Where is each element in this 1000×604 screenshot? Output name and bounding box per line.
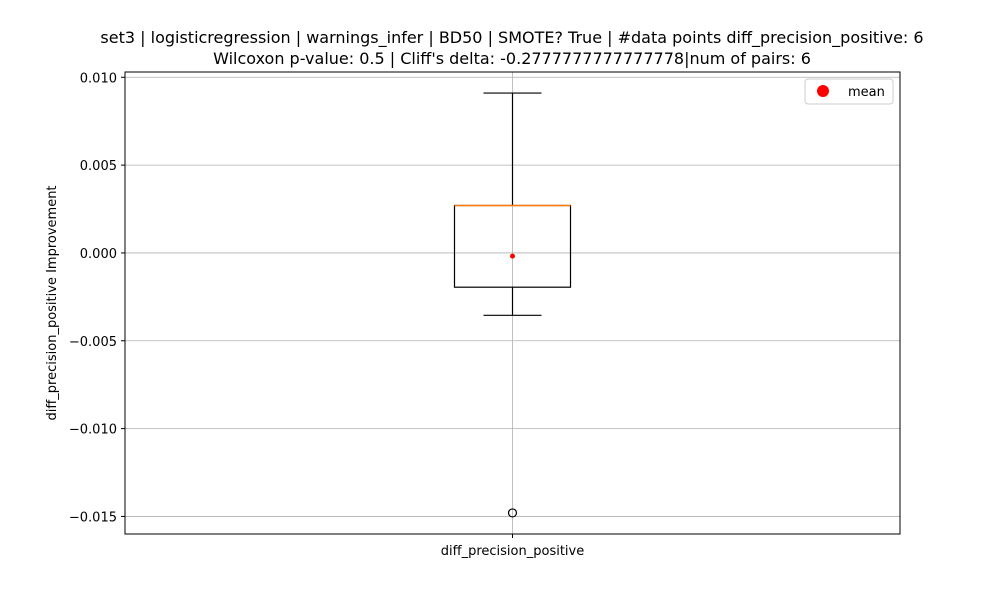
axis-layer: 0.010 0.005 0.000 −0.005 −0.010 −0.015 diff_pr… — [69, 71, 584, 559]
chart-title-line1: set3 | logisticregression | warnings_inf… — [100, 28, 923, 48]
y-tick-label: 0.000 — [80, 247, 117, 262]
outlier-point — [507, 508, 518, 518]
legend-mean-marker — [817, 85, 829, 97]
y-tick-label: −0.010 — [69, 423, 117, 438]
mean-marker — [510, 253, 515, 259]
plot-layer — [453, 92, 572, 518]
y-tick-label: −0.015 — [69, 510, 117, 525]
legend-mean-label: mean — [848, 85, 885, 100]
legend-frame — [804, 78, 894, 105]
x-tick-label: diff_precision_positive — [441, 544, 584, 559]
y-tick-label: 0.010 — [80, 71, 117, 86]
chart-title-line2: Wilcoxon p-value: 0.5 | Cliff's delta: -… — [213, 49, 811, 68]
legend: mean — [804, 78, 894, 105]
y-axis-label: diff_precision_positive Improvement — [45, 185, 60, 420]
y-tick-label: −0.005 — [69, 335, 117, 350]
y-tick-label: 0.005 — [80, 159, 117, 174]
